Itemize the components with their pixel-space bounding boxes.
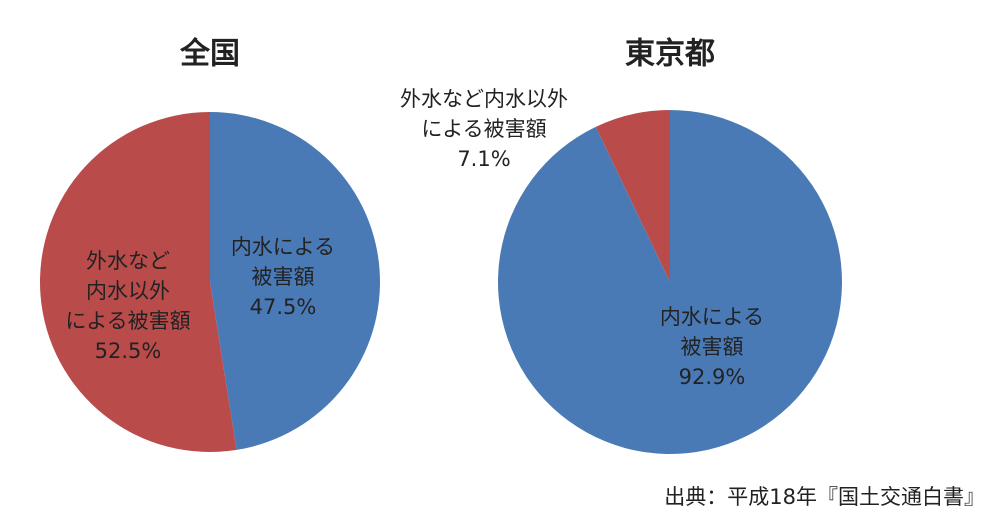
slice-label: による被害額 [421,117,546,141]
slice-label: 被害額 [252,265,315,289]
value-label: 52.5% [95,339,162,363]
slice-label: 内水による [231,235,335,259]
pie-slice [39,112,237,453]
slice-label: 被害額 [681,335,744,359]
chart-title: 全国 [179,37,240,72]
slice-label: 外水など [86,249,170,273]
pie-slice [498,110,843,454]
slice-label: による被害額 [65,309,190,333]
chart-title: 東京都 [625,37,715,72]
pie-slice [210,112,380,450]
value-label: 47.5% [250,295,317,319]
slice-label: 内水による [660,305,764,329]
slice-label: 内水以外 [86,279,170,303]
source: 出典：平成18年『国土交通白書』 [664,485,985,509]
slice-label: 外水など内水以外 [400,87,568,111]
value-label: 92.9% [679,365,746,389]
pie-slice [595,110,670,282]
value-label: 7.1% [457,147,510,171]
